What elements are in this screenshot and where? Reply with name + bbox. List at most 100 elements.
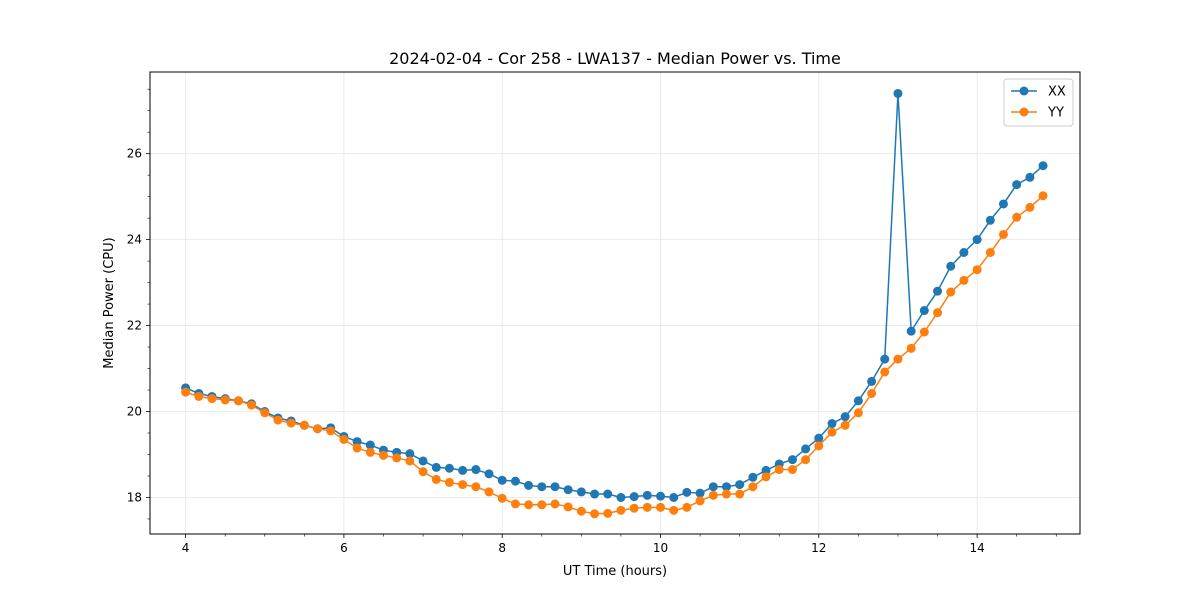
data-point-yy [471,482,481,492]
data-point-yy [484,487,494,497]
data-point-xx [946,261,956,271]
data-point-yy [590,509,600,519]
data-point-yy [247,400,257,410]
data-point-yy [853,408,863,418]
data-point-xx [906,326,916,336]
data-point-xx [642,490,652,500]
data-point-xx [365,440,375,450]
data-point-yy [972,265,982,275]
data-point-xx [550,482,560,492]
data-point-yy [299,420,309,430]
data-point-xx [497,475,507,485]
data-point-xx [933,286,943,296]
data-point-xx [708,482,718,492]
data-point-yy [919,327,929,337]
data-point-xx [972,235,982,245]
chart-title: 2024-02-04 - Cor 258 - LWA137 - Median P… [389,49,841,68]
data-point-xx [669,492,679,502]
data-point-yy [392,453,402,463]
y-tick-label: 20 [127,405,142,419]
data-point-yy [550,499,560,509]
data-point-yy [378,450,388,460]
data-point-yy [656,502,666,512]
data-point-yy [867,388,877,398]
data-point-yy [458,480,468,490]
data-point-yy [1025,202,1035,212]
data-point-yy [682,502,692,512]
data-point-xx [563,485,573,495]
data-point-xx [510,476,520,486]
legend: XX YY [1003,78,1074,127]
x-tick-label: 8 [498,541,506,555]
data-point-xx [801,444,811,454]
data-point-yy [563,502,573,512]
data-point-yy [260,408,270,418]
data-point-yy [801,455,811,465]
data-point-yy [761,472,771,482]
x-tick-label: 4 [182,541,190,555]
data-point-xx [998,199,1008,209]
data-point-xx [1038,161,1048,171]
data-point-yy [906,343,916,353]
x-tick-label: 14 [969,541,984,555]
data-point-xx [695,488,705,498]
data-point-yy [431,474,441,484]
data-point-yy [735,489,745,499]
data-point-xx [985,215,995,225]
data-point-yy [827,427,837,437]
data-point-yy [524,500,534,510]
data-point-xx [524,480,534,490]
data-point-yy [603,508,613,518]
data-point-yy [840,420,850,430]
data-point-xx [458,465,468,475]
legend-label-xx: XX [1048,85,1066,100]
data-point-xx [761,465,771,475]
data-point-yy [708,490,718,500]
legend-marker-xx [1019,86,1029,96]
y-tick-label: 26 [127,147,142,161]
data-point-xx [352,437,362,447]
data-point-yy [814,441,824,451]
data-point-yy [1038,191,1048,201]
series-yy [181,191,1048,519]
plot-frame [149,71,1081,535]
data-point-yy [405,456,415,466]
y-tick-label: 18 [127,490,142,504]
data-point-yy [998,229,1008,239]
data-point-yy [985,248,995,258]
data-point-yy [1012,212,1022,222]
data-point-xx [919,306,929,316]
data-point-yy [629,503,639,513]
data-point-yy [418,467,428,477]
data-point-yy [352,443,362,453]
data-point-xx [431,462,441,472]
data-point-xx [814,433,824,443]
data-point-xx [867,376,877,386]
data-point-xx [576,487,586,497]
data-point-yy [497,493,507,503]
data-point-yy [946,287,956,297]
data-point-yy [695,496,705,506]
data-point-yy [286,418,296,428]
data-point-xx [629,492,639,502]
data-point-yy [933,308,943,318]
data-point-yy [313,424,323,434]
data-point-yy [959,275,969,285]
data-point-yy [880,367,890,377]
legend-marker-yy [1019,107,1029,117]
data-point-yy [576,506,586,516]
data-point-xx [444,463,454,473]
data-point-yy [774,465,784,475]
data-point-yy [444,477,454,487]
legend-label-yy: YY [1047,106,1064,121]
data-point-yy [220,395,230,405]
data-point-xx [748,472,758,482]
data-point-yy [510,499,520,509]
data-point-xx [537,482,547,492]
data-point-yy [748,482,758,492]
data-point-yy [365,447,375,457]
data-point-xx [840,412,850,422]
data-point-yy [194,391,204,401]
